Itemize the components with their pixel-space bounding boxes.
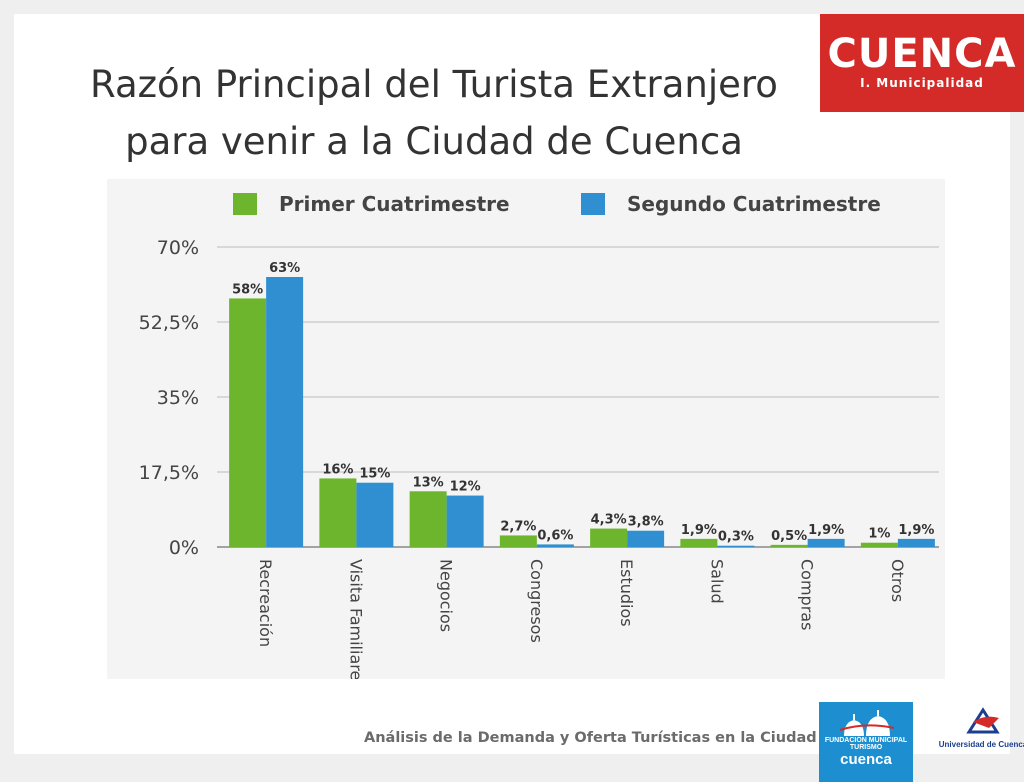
data-label: 1,9%: [808, 523, 844, 538]
university-emblem-icon: [966, 707, 1000, 734]
data-label: 0,3%: [718, 530, 754, 545]
bar-primer: [590, 528, 628, 547]
x-category-label: Compras: [798, 559, 817, 630]
cuenca-logo-subtitle: I. Municipalidad: [860, 76, 984, 90]
data-label: 13%: [413, 475, 444, 490]
bar-segundo: [356, 482, 394, 547]
data-label: 0,5%: [771, 529, 807, 544]
title-line-2: para venir a la Ciudad de Cuenca: [125, 120, 743, 163]
bar-primer: [680, 538, 718, 547]
universidad-de-cuenca-logo: Universidad de Cuenca: [934, 706, 1024, 766]
bar-segundo: [266, 277, 304, 547]
turismo-logo-small-text: FUNDACIÓN MUNICIPAL: [824, 737, 908, 744]
y-tick-label: 17,5%: [139, 462, 199, 484]
bar-primer: [229, 298, 267, 547]
data-label: 16%: [322, 462, 353, 477]
bar-primer: [860, 542, 898, 547]
data-label: 3,8%: [628, 515, 664, 530]
bar-segundo: [627, 530, 665, 547]
x-category-label: Estudios: [617, 559, 636, 627]
x-category-label: Recreación: [256, 559, 275, 647]
slide-title: Razón Principal del Turista Extranjero p…: [54, 56, 814, 170]
data-label: 1,9%: [898, 523, 934, 538]
legend-label-2: Segundo Cuatrimestre: [627, 192, 881, 216]
legend-label-1: Primer Cuatrimestre: [279, 192, 510, 216]
bar-primer: [319, 478, 357, 547]
bar-segundo: [807, 538, 845, 547]
legend-swatch-1: [233, 193, 257, 215]
legend-swatch-2: [581, 193, 605, 215]
bar-primer: [409, 491, 447, 547]
data-label: 4,3%: [591, 513, 627, 528]
data-label: 2,7%: [500, 519, 536, 534]
data-label: 0,6%: [537, 528, 573, 543]
bar-segundo: [446, 495, 484, 547]
turismo-cuenca-logo: FUNDACIÓN MUNICIPAL TURISMO cuenca: [819, 702, 913, 782]
y-tick-label: 35%: [157, 387, 199, 409]
cuenca-logo-word: CUENCA: [827, 31, 1017, 77]
data-label: 15%: [359, 467, 390, 482]
bar-primer: [770, 544, 808, 547]
y-tick-label: 70%: [157, 237, 199, 259]
bar-chart: Primer Cuatrimestre Segundo Cuatrimestre 0…: [139, 192, 939, 679]
data-label: 58%: [232, 282, 263, 297]
footer-caption: Análisis de la Demanda y Oferta Turístic…: [364, 730, 907, 746]
data-label: 1%: [868, 527, 890, 542]
bar-primer: [499, 535, 537, 547]
cuenca-municipality-logo: CUENCA I. Municipalidad: [820, 14, 1024, 112]
data-label: 1,9%: [681, 523, 717, 538]
data-label: 12%: [450, 480, 481, 495]
title-line-1: Razón Principal del Turista Extranjero: [90, 63, 778, 106]
y-tick-label: 52,5%: [139, 312, 199, 334]
y-tick-label: 0%: [169, 537, 199, 559]
x-category-label: Otros: [888, 559, 907, 602]
bar-segundo: [717, 545, 755, 547]
bar-segundo: [897, 538, 935, 547]
turismo-logo-big-text: cuenca: [840, 751, 892, 768]
data-label: 63%: [269, 261, 300, 276]
chart-panel: Primer Cuatrimestre Segundo Cuatrimestre 0…: [107, 179, 945, 679]
x-category-label: Salud: [707, 559, 726, 604]
x-category-label: Negocios: [437, 559, 456, 632]
bar-segundo: [536, 544, 574, 547]
cathedral-domes-icon: [839, 710, 895, 736]
slide: Razón Principal del Turista Extranjero p…: [14, 14, 1024, 782]
x-category-label: Congresos: [527, 559, 546, 643]
turismo-logo-mid-text: TURISMO: [849, 744, 883, 751]
x-category-label: Visita Familiares: [346, 559, 365, 679]
university-name: Universidad de Cuenca: [938, 740, 1024, 749]
